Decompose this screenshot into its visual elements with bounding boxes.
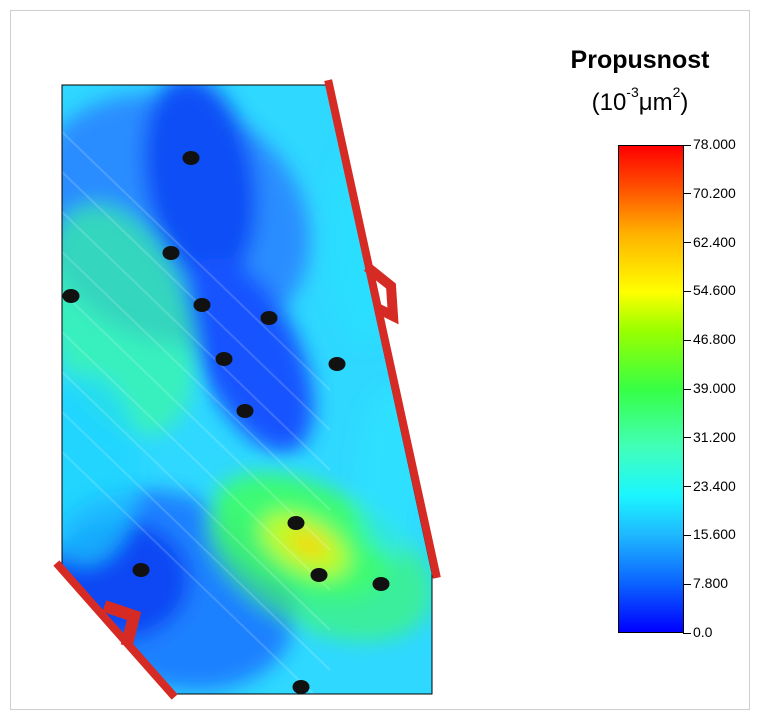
colorbar-tick — [683, 437, 691, 439]
well-point — [260, 311, 278, 325]
colorbar-tick-label: 70.200 — [693, 184, 736, 201]
colorbar-tick-label: 78.000 — [693, 136, 736, 152]
fault-line-left — [53, 560, 178, 700]
legend-unit-base: (10 — [591, 89, 627, 116]
heatmap-surface — [62, 85, 432, 694]
colorbar-tick-label: 62.400 — [693, 233, 736, 250]
fault-lines — [53, 79, 441, 700]
legend-unit: (10-3μm2) — [560, 84, 720, 117]
well-points — [62, 151, 390, 694]
colorbar-tick — [683, 193, 691, 195]
legend-unit-tail: ) — [680, 89, 689, 116]
colorbar-tick — [683, 339, 691, 341]
colorbar-tick-label: 54.600 — [693, 282, 736, 299]
well-point — [236, 404, 254, 418]
well-point — [193, 298, 211, 312]
legend-unit-exponent: -3 — [626, 84, 639, 100]
colorbar-tick-label: 31.200 — [693, 428, 736, 445]
colorbar-tick — [683, 242, 691, 244]
colorbar-tick-label: 39.000 — [693, 380, 736, 396]
well-point — [132, 563, 150, 577]
colorbar — [618, 145, 684, 633]
colorbar-tick — [683, 144, 691, 146]
colorbar-tick-label: 0.0 — [693, 624, 713, 640]
colorbar-tick — [683, 388, 691, 390]
colorbar-tick — [683, 632, 691, 634]
legend-title: Propusnost — [570, 46, 710, 74]
legend-unit-area-exponent: 2 — [672, 84, 681, 100]
colorbar-tick-label: 23.400 — [693, 477, 736, 494]
well-point — [287, 516, 305, 530]
colorbar-tick-label: 15.600 — [693, 526, 736, 543]
colorbar-tick-label: 7.800 — [693, 575, 729, 592]
well-point — [215, 352, 233, 366]
well-point — [328, 357, 346, 371]
well-point — [310, 568, 328, 582]
well-point — [162, 246, 180, 260]
colorbar-tick — [683, 583, 691, 585]
legend-unit-mid: μm — [638, 89, 673, 116]
fault-line-right — [324, 79, 441, 579]
well-point — [182, 151, 200, 165]
fault-tick-right — [363, 262, 399, 325]
well-point — [292, 680, 310, 694]
well-point — [62, 289, 80, 303]
well-point — [372, 577, 390, 591]
colorbar-tick — [683, 486, 691, 488]
colorbar-tick — [683, 534, 691, 536]
fault-tick-left — [102, 600, 142, 648]
colorbar-tick-label: 46.800 — [693, 331, 736, 348]
colorbar-tick — [683, 290, 691, 292]
